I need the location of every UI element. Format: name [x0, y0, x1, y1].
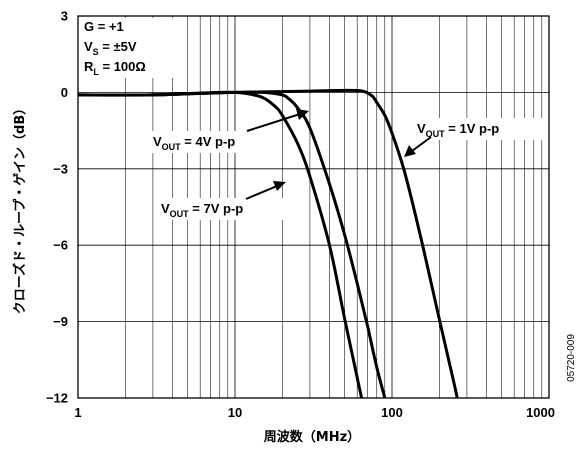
- y-tick-label: −9: [53, 314, 68, 329]
- arrow-4v-shaft: [246, 113, 301, 132]
- condition-load-rest: = 100Ω: [99, 59, 146, 74]
- series-label-1v-rest: = 1V p-p: [445, 121, 500, 136]
- series-label-4v-main: V: [153, 134, 162, 149]
- condition-load-main: R: [84, 59, 94, 74]
- y-tick-label: −3: [53, 161, 68, 176]
- arrow-1v-shaft: [411, 136, 432, 152]
- plot-frame: [77, 15, 550, 399]
- y-axis-title: クローズド・ループ・ゲイン（dB）: [12, 102, 28, 315]
- arrow-7v-shaft: [245, 185, 278, 200]
- x-tick-label: 1000: [526, 405, 555, 420]
- arrow-7v-head: [273, 181, 286, 191]
- condition-load: RL = 100Ω: [84, 59, 146, 77]
- series-label-7v: VOUT = 7V p-p: [161, 201, 243, 219]
- label-4v-background: [150, 131, 278, 153]
- condition-load-sub: L: [93, 67, 99, 77]
- y-tick-label: −6: [53, 238, 68, 253]
- grid-lines: [78, 16, 549, 398]
- label-7v-background: [158, 198, 286, 220]
- series-label-1v-main: V: [417, 121, 426, 136]
- series-label-7v-main: V: [161, 201, 170, 216]
- series-label-4v: VOUT = 4V p-p: [153, 134, 235, 152]
- x-tick-label: 10: [228, 405, 242, 420]
- y-tick-label: 0: [61, 85, 68, 100]
- conditions-box-background: [80, 18, 174, 78]
- series-1v-line: [77, 88, 459, 399]
- condition-gain: G = +1: [84, 19, 124, 34]
- x-axis-title: 周波数（MHz）: [264, 429, 360, 445]
- condition-supply-main: V: [84, 39, 93, 54]
- arrow-4v-head: [296, 109, 309, 120]
- y-tick-label: 3: [61, 9, 68, 24]
- x-tick-labels: 1 10 100 1000: [74, 405, 555, 420]
- series-label-4v-sub: OUT: [162, 142, 182, 152]
- response-curves: [77, 88, 459, 399]
- series-label-7v-sub: OUT: [170, 209, 190, 219]
- arrow-1v-head: [404, 145, 416, 157]
- x-tick-label: 1: [74, 405, 81, 420]
- series-label-1v: VOUT = 1V p-p: [417, 121, 499, 139]
- figure-id: 05720-009: [566, 334, 577, 382]
- condition-supply-rest: = ±5V: [99, 39, 137, 54]
- y-tick-labels: 3 0 −3 −6 −9 −12: [46, 9, 68, 406]
- series-label-4v-rest: = 4V p-p: [181, 134, 236, 149]
- y-tick-label: −12: [46, 391, 68, 406]
- series-label-1v-sub: OUT: [426, 129, 446, 139]
- condition-supply-sub: S: [93, 47, 99, 57]
- label-1v-background: [414, 118, 544, 140]
- series-label-7v-rest: = 7V p-p: [189, 201, 244, 216]
- condition-supply: VS = ±5V: [84, 39, 137, 57]
- x-tick-label: 100: [381, 405, 403, 420]
